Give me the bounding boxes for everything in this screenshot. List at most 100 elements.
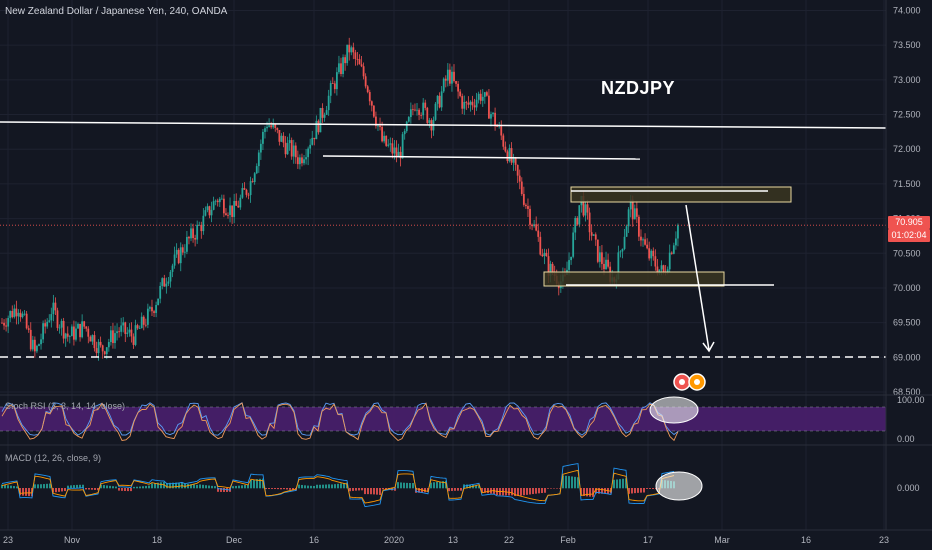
macd-histogram-bar xyxy=(67,485,69,489)
candle-body xyxy=(531,224,533,227)
candle-body xyxy=(496,126,499,127)
candle-body xyxy=(520,181,523,195)
macd-histogram-bar xyxy=(79,484,81,489)
macd-histogram-bar xyxy=(52,488,54,493)
macd-histogram-bar xyxy=(142,486,144,489)
candle-body xyxy=(483,92,486,97)
macd-histogram-bar xyxy=(1,484,3,489)
candle-body xyxy=(227,214,229,216)
candle-body xyxy=(175,249,178,255)
macd-histogram-bar xyxy=(460,488,462,491)
candle-body xyxy=(132,336,135,345)
candle-body xyxy=(607,259,609,267)
time-axis[interactable]: 23 Nov 18 Dec 16 2020 13 22 Feb 17 Mar 16 23 xyxy=(3,535,889,545)
candle-body xyxy=(128,329,131,333)
time-tick-label: Mar xyxy=(714,535,730,545)
candle-body xyxy=(288,140,291,144)
candle-body xyxy=(469,101,472,105)
macd-histogram-bar xyxy=(109,485,111,489)
macd-histogram-bar xyxy=(598,488,600,494)
macd-histogram-bar xyxy=(133,486,135,489)
candle-body xyxy=(155,304,157,313)
macd-label[interactable]: MACD (12, 26, close, 9) xyxy=(5,453,102,463)
candle-body xyxy=(169,271,172,282)
candle-body xyxy=(323,114,326,118)
price-tick-label: 70.000 xyxy=(893,283,921,293)
candle-body xyxy=(114,333,116,344)
candle-body xyxy=(642,239,644,241)
macd-histogram-bar xyxy=(523,488,525,496)
candle-body xyxy=(329,83,332,96)
candle-body xyxy=(130,329,133,337)
candle-body xyxy=(426,107,429,123)
macd-histogram-bar xyxy=(613,479,615,489)
candle-body xyxy=(481,96,484,101)
candle-body xyxy=(403,131,406,135)
macd-histogram-bar xyxy=(574,476,576,489)
time-tick-label: Feb xyxy=(560,535,576,545)
candle-body xyxy=(138,328,141,329)
candle-body xyxy=(120,325,123,332)
candle-body xyxy=(463,101,466,109)
candle-body xyxy=(262,131,264,144)
macd-histogram-bar xyxy=(400,482,402,489)
macd-histogram-bar xyxy=(316,484,318,489)
candle-body xyxy=(477,93,480,100)
time-tick-label: Dec xyxy=(226,535,243,545)
candle-body xyxy=(504,146,507,152)
macd-histogram-bar xyxy=(160,482,162,489)
candle-body xyxy=(272,124,275,128)
candle-body xyxy=(216,200,219,203)
macd-histogram-bar xyxy=(271,488,273,489)
candle-body xyxy=(535,224,538,231)
macd-histogram-bar xyxy=(313,485,315,489)
candle-body xyxy=(576,217,579,225)
candle-body xyxy=(646,244,649,249)
candle-body xyxy=(467,102,470,105)
projection-arrowhead xyxy=(702,341,715,353)
candle-body xyxy=(422,102,425,116)
macd-histogram-bar xyxy=(259,478,261,489)
candle-body xyxy=(578,205,581,225)
candle-body xyxy=(516,164,519,176)
macd-histogram-bar xyxy=(649,488,651,489)
macd-histogram-bar xyxy=(64,488,66,492)
macd-histogram-bar xyxy=(553,488,555,489)
support-zone xyxy=(543,271,725,287)
candle-body xyxy=(64,333,67,339)
macd-histogram-bar xyxy=(331,484,333,489)
candle-body xyxy=(134,325,137,345)
macd-histogram-bar xyxy=(154,483,156,489)
macd-histogram-bar xyxy=(370,488,372,495)
candle-body xyxy=(13,308,16,318)
price-axis[interactable]: 74.00073.50073.00072.50072.00071.50071.0… xyxy=(0,0,932,531)
candle-body xyxy=(629,199,632,210)
stoch-rsi-label[interactable]: Stoch RSI (3, 3, 14, 14, close) xyxy=(5,401,126,411)
candle-body xyxy=(15,308,18,317)
candle-body xyxy=(582,196,585,216)
candle-body xyxy=(103,351,106,355)
candle-body xyxy=(268,125,270,127)
macd-histogram-bar xyxy=(103,485,105,489)
candle-body xyxy=(181,247,184,253)
stoch-tick-label: 100.00 xyxy=(897,395,925,405)
candle-body xyxy=(163,278,166,287)
time-tick-label: Nov xyxy=(64,535,81,545)
candle-body xyxy=(309,144,312,149)
macd-histogram-bar xyxy=(193,484,195,489)
candle-body xyxy=(364,76,367,87)
candle-body xyxy=(356,58,359,60)
candle-body xyxy=(202,215,205,232)
tradingview-logo-icon[interactable] xyxy=(673,373,707,391)
candle-body xyxy=(650,250,653,259)
macd-histogram-bar xyxy=(556,488,558,489)
time-tick-label: 2020 xyxy=(384,535,404,545)
macd-histogram-bar xyxy=(643,488,645,493)
macd-histogram-bar xyxy=(253,479,255,489)
macd-histogram-bar xyxy=(97,488,99,491)
candle-body xyxy=(362,66,365,77)
candle-body xyxy=(551,263,554,274)
macd-histogram-bar xyxy=(514,488,516,497)
candle-body xyxy=(204,210,207,216)
